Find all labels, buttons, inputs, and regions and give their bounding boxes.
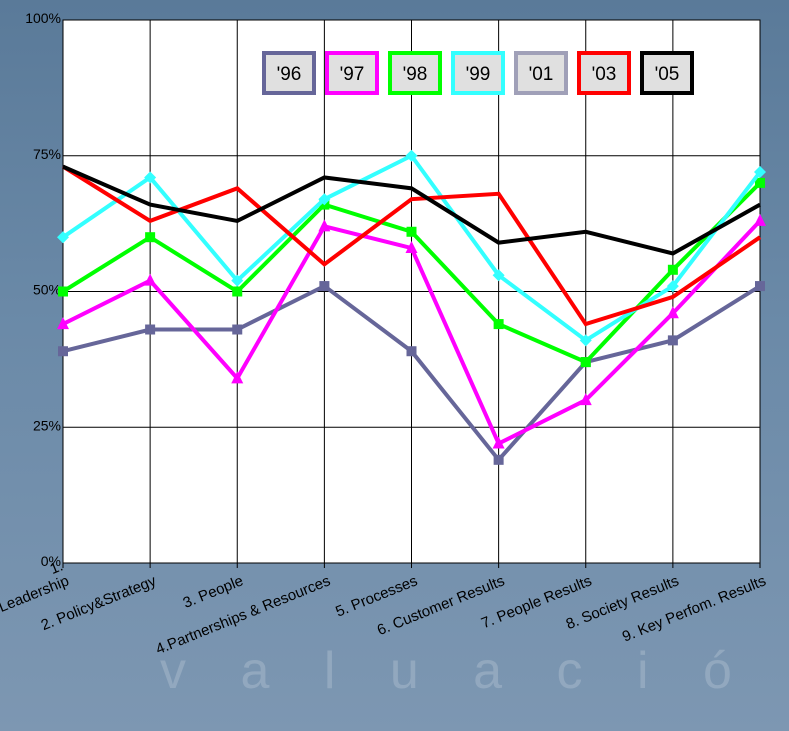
- y-tick-label: 75%: [33, 146, 61, 162]
- data-point: [405, 149, 418, 162]
- data-point: [231, 371, 244, 384]
- data-point: [57, 231, 69, 244]
- x-category-label-line: 3. People: [181, 572, 246, 612]
- y-axis-tick-labels: 0% 25% 50% 75% 100%: [25, 10, 61, 569]
- data-point: [755, 281, 765, 292]
- data-point: [145, 232, 156, 243]
- y-tick-label: 50%: [33, 282, 61, 298]
- legend-item: '98: [388, 51, 442, 95]
- legend-item: '05: [640, 51, 694, 95]
- data-point: [666, 280, 679, 293]
- legend-item: '97: [325, 51, 379, 95]
- x-category-label: 3. People: [181, 572, 246, 612]
- legend-swatch: [640, 51, 694, 95]
- legend-swatch: [451, 51, 505, 95]
- data-point: [493, 454, 504, 465]
- legend-swatch: [514, 51, 568, 95]
- data-point: [57, 317, 69, 330]
- y-tick-label: 25%: [33, 417, 61, 433]
- data-point: [666, 306, 679, 319]
- data-point: [579, 334, 592, 347]
- data-point: [144, 273, 157, 286]
- data-point: [580, 357, 591, 368]
- data-point: [493, 319, 504, 330]
- legend-label: '03: [592, 64, 617, 85]
- y-tick-label: 0%: [41, 553, 61, 569]
- series-98: [58, 177, 765, 368]
- legend-item: '03: [577, 51, 631, 95]
- legend-label: '99: [466, 64, 491, 85]
- data-point: [231, 274, 244, 287]
- data-point: [667, 335, 678, 346]
- data-point: [754, 213, 766, 226]
- data-point: [319, 281, 330, 292]
- data-point: [145, 324, 156, 335]
- data-point: [318, 193, 331, 206]
- legend-item: '99: [451, 51, 505, 95]
- legend-label: '05: [655, 64, 680, 85]
- legend-label: '01: [529, 64, 554, 85]
- data-point: [667, 264, 678, 275]
- data-point: [232, 286, 243, 297]
- data-point: [406, 346, 417, 357]
- legend-label: '96: [277, 64, 302, 85]
- data-point: [755, 177, 765, 188]
- data-point: [492, 269, 505, 282]
- data-point: [754, 166, 766, 179]
- x-category-label-line: 1.: [48, 558, 66, 578]
- series-line: [62, 164, 761, 256]
- watermark: v a l u a c i ó n E F Q M: [160, 642, 789, 700]
- series-97: [57, 213, 766, 449]
- legend-label: '97: [340, 64, 365, 85]
- legend-item: '96: [262, 51, 316, 95]
- data-point: [58, 346, 68, 357]
- x-category-label: 1.Leadership: [0, 558, 71, 616]
- data-point: [58, 286, 68, 297]
- series-layer: [57, 149, 766, 465]
- data-point: [405, 241, 418, 254]
- y-tick-label: 100%: [25, 10, 61, 26]
- legend-swatch: [325, 51, 379, 95]
- data-point: [318, 219, 331, 232]
- data-point: [406, 226, 417, 237]
- data-point: [144, 171, 157, 184]
- legend-swatch: [388, 51, 442, 95]
- x-category-label-line: 9. Key Perfom. Results: [620, 572, 769, 645]
- legend: '96 '97 '98 '99 '01 '03 '05: [262, 51, 694, 95]
- legend-item: '01: [514, 51, 568, 95]
- data-point: [492, 436, 505, 449]
- data-point: [232, 324, 243, 335]
- series-05: [62, 164, 761, 256]
- legend-swatch: [262, 51, 316, 95]
- legend-swatch: [577, 51, 631, 95]
- x-category-label: 9. Key Perfom. Results: [620, 572, 769, 645]
- data-point: [579, 393, 592, 406]
- legend-label: '98: [403, 64, 428, 85]
